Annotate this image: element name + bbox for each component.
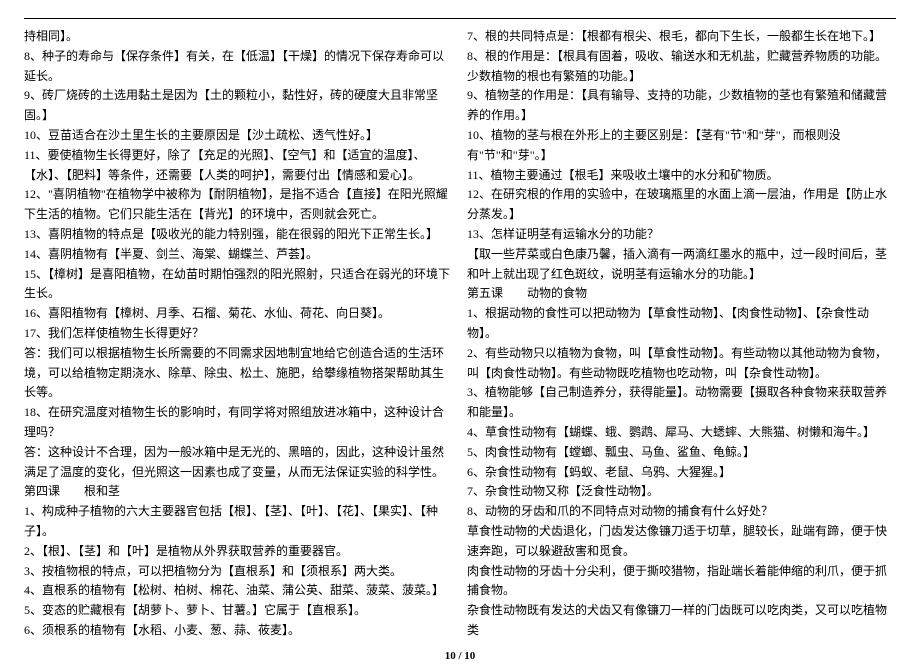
text-line: 答：我们可以根据植物生长所需要的不同需求因地制宜地给它创造合适的生活环境，可以给…: [24, 344, 453, 403]
text-line: 1、根据动物的食性可以把动物为【草食性动物】、【肉食性动物】、【杂食性动物】。: [467, 304, 896, 344]
text-line: 4、直根系的植物有【松树、柏树、棉花、油菜、蒲公英、甜菜、菠菜、菠菜。】: [24, 581, 453, 601]
text-line: 7、杂食性动物又称【泛食性动物】。: [467, 482, 896, 502]
text-line: 5、肉食性动物有【螳螂、瓢虫、马鱼、鲨鱼、龟鲸。】: [467, 443, 896, 463]
text-line: 7、根的共同特点是：【根都有根尖、根毛，都向下生长，一般都生长在地下。】: [467, 27, 896, 47]
text-line: 3、按植物根的特点，可以把植物分为【直根系】和【须根系】两大类。: [24, 562, 453, 582]
text-line: 答：这种设计不合理，因为一般冰箱中是无光的、黑暗的，因此，这种设计虽然满足了温度…: [24, 443, 453, 483]
text-line: 14、喜阴植物有【半夏、剑兰、海棠、蝴蝶兰、芦荟】。: [24, 245, 453, 265]
text-line: 16、喜阳植物有【樟树、月季、石榴、菊花、水仙、荷花、向日葵】。: [24, 304, 453, 324]
text-line: 持相同】。: [24, 27, 453, 47]
text-line: 6、杂食性动物有【蚂蚁、老鼠、乌鸦、大猩猩。】: [467, 463, 896, 483]
text-line: 13、喜阴植物的特点是【吸收光的能力特别强，能在很弱的阳光下正常生长。】: [24, 225, 453, 245]
text-line: 15、【樟树】是喜阳植物，在幼苗时期怕强烈的阳光照射，只适合在弱光的环境下生长。: [24, 265, 453, 305]
text-line: 12、在研究根的作用的实验中，在玻璃瓶里的水面上滴一层油，作用是【防止水分蒸发。…: [467, 185, 896, 225]
text-line: 9、砖厂烧砖的土选用黏土是因为【土的颗粒小，黏性好，砖的硬度大且非常坚固。】: [24, 86, 453, 126]
text-line: 第五课 动物的食物: [467, 284, 896, 304]
left-column: 持相同】。8、种子的寿命与【保存条件】有关，在【低温】【干燥】的情况下保存寿命可…: [24, 27, 453, 641]
text-line: 杂食性动物既有发达的犬齿又有像镰刀一样的门齿既可以吃肉类，又可以吃植物类: [467, 601, 896, 641]
text-line: 肉食性动物的牙齿十分尖利，便于撕咬猎物，指趾端长着能伸缩的利爪，便于抓捕食物。: [467, 562, 896, 602]
text-line: 8、种子的寿命与【保存条件】有关，在【低温】【干燥】的情况下保存寿命可以延长。: [24, 47, 453, 87]
text-line: 5、变态的贮藏根有【胡萝卜、萝卜、甘薯。】它属于【直根系】。: [24, 601, 453, 621]
text-line: 9、植物茎的作用是：【具有输导、支持的功能，少数植物的茎也有繁殖和储藏营养的作用…: [467, 86, 896, 126]
text-line: 【取一些芹菜或白色康乃馨，插入滴有一两滴红墨水的瓶中，过一段时间后，茎和叶上就出…: [467, 245, 896, 285]
text-line: 第四课 根和茎: [24, 482, 453, 502]
text-line: 11、要使植物生长得更好，除了【充足的光照】、【空气】和【适宜的温度】、【水】、…: [24, 146, 453, 186]
text-line: 8、动物的牙齿和爪的不同特点对动物的捕食有什么好处？: [467, 502, 896, 522]
text-line: 3、植物能够【自己制造养分，获得能量】。动物需要【摄取各种食物来获取营养和能量】…: [467, 383, 896, 423]
text-line: 11、植物主要通过【根毛】来吸收土壤中的水分和矿物质。: [467, 166, 896, 186]
text-line: 2、【根】、【茎】和【叶】是植物从外界获取营养的重要器官。: [24, 542, 453, 562]
two-column-layout: 持相同】。8、种子的寿命与【保存条件】有关，在【低温】【干燥】的情况下保存寿命可…: [24, 27, 896, 641]
page-number: 10 / 10: [24, 647, 896, 665]
text-line: 12、"喜阴植物"在植物学中被称为【耐阴植物】，是指不适合【直接】在阳光照耀下生…: [24, 185, 453, 225]
right-column: 7、根的共同特点是：【根都有根尖、根毛，都向下生长，一般都生长在地下。】8、根的…: [467, 27, 896, 641]
text-line: 8、根的作用是：【根具有固着，吸收、输送水和无机盐，贮藏营养物质的功能。少数植物…: [467, 47, 896, 87]
text-line: 2、有些动物只以植物为食物，叫【草食性动物】。有些动物以其他动物为食物，叫【肉食…: [467, 344, 896, 384]
text-line: 10、豆苗适合在沙土里生长的主要原因是【沙土疏松、透气性好。】: [24, 126, 453, 146]
text-line: 草食性动物的犬齿退化，门齿发达像镰刀适于切草，腿较长，趾端有蹄，便于快速奔跑，可…: [467, 522, 896, 562]
text-line: 17、我们怎样使植物生长得更好？: [24, 324, 453, 344]
text-line: 6、须根系的植物有【水稻、小麦、葱、蒜、莜麦】。: [24, 621, 453, 641]
text-line: 18、在研究温度对植物生长的影响时，有同学将对照组放进冰箱中，这种设计合理吗？: [24, 403, 453, 443]
text-line: 4、草食性动物有【蝴蝶、蛾、鹦鹉、犀马、大蟋蟀、大熊猫、树懒和海牛。】: [467, 423, 896, 443]
text-line: 1、构成种子植物的六大主要器官包括【根】、【茎】、【叶】、【花】、【果实】、【种…: [24, 502, 453, 542]
text-line: 10、植物的茎与根在外形上的主要区别是：【茎有"节"和"芽"，而根则没有"节"和…: [467, 126, 896, 166]
text-line: 13、怎样证明茎有运输水分的功能？: [467, 225, 896, 245]
top-rule: [24, 18, 896, 19]
